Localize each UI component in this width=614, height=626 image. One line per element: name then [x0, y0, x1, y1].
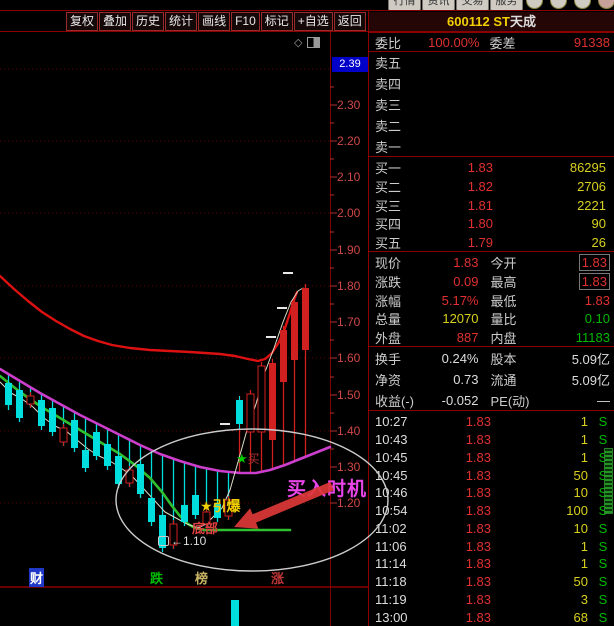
buy-timing-label: 买入时机	[287, 479, 368, 500]
stat-row: 涨幅 5.17% 最低 1.83	[375, 292, 610, 309]
scrollbar-thumb[interactable]	[604, 448, 613, 514]
indicator-tab-涨[interactable]: 涨	[271, 571, 285, 586]
bid-row: 买五 1.79 26	[375, 235, 606, 252]
topbar-button-4[interactable]: 服务	[490, 0, 523, 10]
tick-row: 11:14 1.83 1 S	[375, 556, 608, 572]
toolbar-button-复权[interactable]: 复权	[66, 12, 99, 31]
indicator-tab-跌[interactable]: 跌	[150, 571, 164, 586]
svg-text:1.90: 1.90	[337, 243, 361, 257]
indicator-tab-财[interactable]: 财	[29, 568, 45, 587]
stats-block-1: 现价 1.83 今开 1.83 涨跌 0.09 最高 1.83 涨幅 5.17% 最低 1.83 总量 1…	[369, 253, 614, 347]
bid-row: 买三 1.81 2221	[375, 197, 606, 214]
split-pane-icon[interactable]	[307, 37, 321, 48]
ask-row: 卖一	[375, 140, 402, 155]
weicha-value: 91338	[573, 35, 610, 50]
chart-pane-controls: ◇	[294, 36, 321, 49]
stat-row: 净资 0.73 流通 5.09亿	[375, 372, 610, 388]
svg-text:1.80: 1.80	[337, 279, 361, 293]
top-divider	[0, 10, 614, 11]
indicator-tab-榜[interactable]: 榜	[195, 571, 209, 586]
stat-row: 外盘 887 内盘 11183	[375, 330, 610, 347]
restore-button[interactable]	[574, 0, 591, 9]
svg-text:2.30: 2.30	[337, 98, 361, 112]
ask-row: 卖二	[375, 119, 402, 134]
close-button[interactable]	[598, 0, 614, 9]
svg-text:2.00: 2.00	[337, 206, 361, 220]
toolbar-button-返回[interactable]: 返回	[333, 12, 366, 31]
bid-row: 买一 1.83 86295	[375, 160, 606, 176]
toolbar-button-叠加[interactable]: 叠加	[99, 12, 132, 31]
svg-text:1.70: 1.70	[337, 315, 361, 329]
stock-title: 600112 ST天成	[369, 12, 614, 33]
window-top-bar: 行情 资讯 交易 服务	[0, 0, 614, 10]
svg-text:1.60: 1.60	[337, 351, 361, 365]
tick-row: 11:18 1.83 50 S	[375, 574, 608, 590]
stat-row: 收益(-) -0.052 PE(动) —	[375, 393, 610, 409]
stat-row: 涨跌 0.09 最高 1.83	[369, 272, 614, 291]
weibi-value: 100.00%	[428, 35, 480, 50]
stat-row: 总量 12070 量比 0.10	[375, 311, 610, 328]
bid-queue: 买一 1.83 86295 买二 1.82 2706 买三 1.81 2221 买四 1.80 90 买…	[369, 158, 614, 252]
tick-row: 11:06 1.83 1 S	[375, 538, 608, 554]
tick-row: 11:02 1.83 10 S	[375, 520, 608, 536]
stat-row: 换手 0.24% 股本 5.09亿	[375, 351, 610, 367]
stat-row: 现价 1.83 今开 1.83	[369, 253, 614, 272]
tick-row: 10:46 1.83 10 S	[375, 485, 608, 501]
toolbar-button-标记[interactable]: 标记	[260, 12, 293, 31]
ask-row: 卖五	[375, 56, 402, 71]
svg-text:1.40: 1.40	[337, 424, 361, 438]
svg-text:1.30: 1.30	[337, 460, 361, 474]
svg-text:2.20: 2.20	[337, 134, 361, 148]
ask-row: 卖三	[375, 98, 402, 113]
tick-row: 10:45 1.83 50 S	[375, 467, 608, 483]
topbar-button-3[interactable]: 交易	[456, 0, 489, 10]
toolbar-button-统计[interactable]: 统计	[165, 12, 198, 31]
stock-code: 600112 ST	[447, 14, 510, 29]
buy-signal-marker: ★买	[236, 451, 260, 466]
tick-list: 10:27 1.83 1 S 10:43 1.83 1 S 10:45 1.83 1 S 10:45 1.…	[369, 413, 614, 626]
main-toolbar: 复权 叠加 历史 统计 画线 F10 标记 +自选 返回	[66, 12, 367, 31]
tick-row: 13:00 1.83 68 S	[375, 609, 608, 625]
bid-row: 买四 1.80 90	[375, 216, 606, 233]
quote-panel: 600112 ST天成 委比 100.00% 委差 91338 卖五卖四卖三卖二…	[368, 10, 614, 626]
diamond-icon[interactable]: ◇	[294, 37, 303, 49]
tick-row: 10:54 1.83 100 S	[375, 503, 608, 519]
toolbar-divider	[0, 31, 614, 32]
ask-queue: 卖五卖四卖三卖二卖一	[369, 52, 614, 157]
maximize-button[interactable]	[550, 0, 567, 9]
tick-scrollbar	[604, 413, 613, 626]
topbar-button-2[interactable]: 资讯	[422, 0, 455, 10]
toolbar-button-F10[interactable]: F10	[231, 12, 260, 31]
stats-block-2: 换手 0.24% 股本 5.09亿 净资 0.73 流通 5.09亿 收益(-) -0.052 PE…	[369, 348, 614, 411]
tag-icon	[158, 536, 169, 546]
weibi-row: 委比 100.00% 委差 91338	[369, 33, 614, 52]
svg-text:2.10: 2.10	[337, 170, 361, 184]
tick-row: 10:43 1.83 1 S	[375, 432, 608, 448]
axis-top-price-badge: 2.39	[332, 57, 368, 72]
topbar-button-1[interactable]: 行情	[388, 0, 421, 10]
toolbar-button-+自选[interactable]: +自选	[293, 12, 333, 31]
tick-row: 10:45 1.83 1 S	[375, 449, 608, 465]
toolbar-button-画线[interactable]: 画线	[198, 12, 231, 31]
price-tag-1-10: ←1.10	[158, 534, 206, 548]
stock-name: 天成	[509, 14, 536, 29]
tick-row: 11:19 1.83 3 S	[375, 591, 608, 607]
minimize-button[interactable]	[526, 0, 543, 9]
tick-row: 10:27 1.83 1 S	[375, 414, 608, 430]
toolbar-button-历史[interactable]: 历史	[132, 12, 165, 31]
ignite-marker: ★引爆	[200, 498, 241, 514]
ask-row: 卖四	[375, 77, 402, 92]
bid-row: 买二 1.82 2706	[375, 178, 606, 195]
green-star-icon: ★	[236, 451, 248, 466]
svg-text:1.50: 1.50	[337, 388, 361, 402]
